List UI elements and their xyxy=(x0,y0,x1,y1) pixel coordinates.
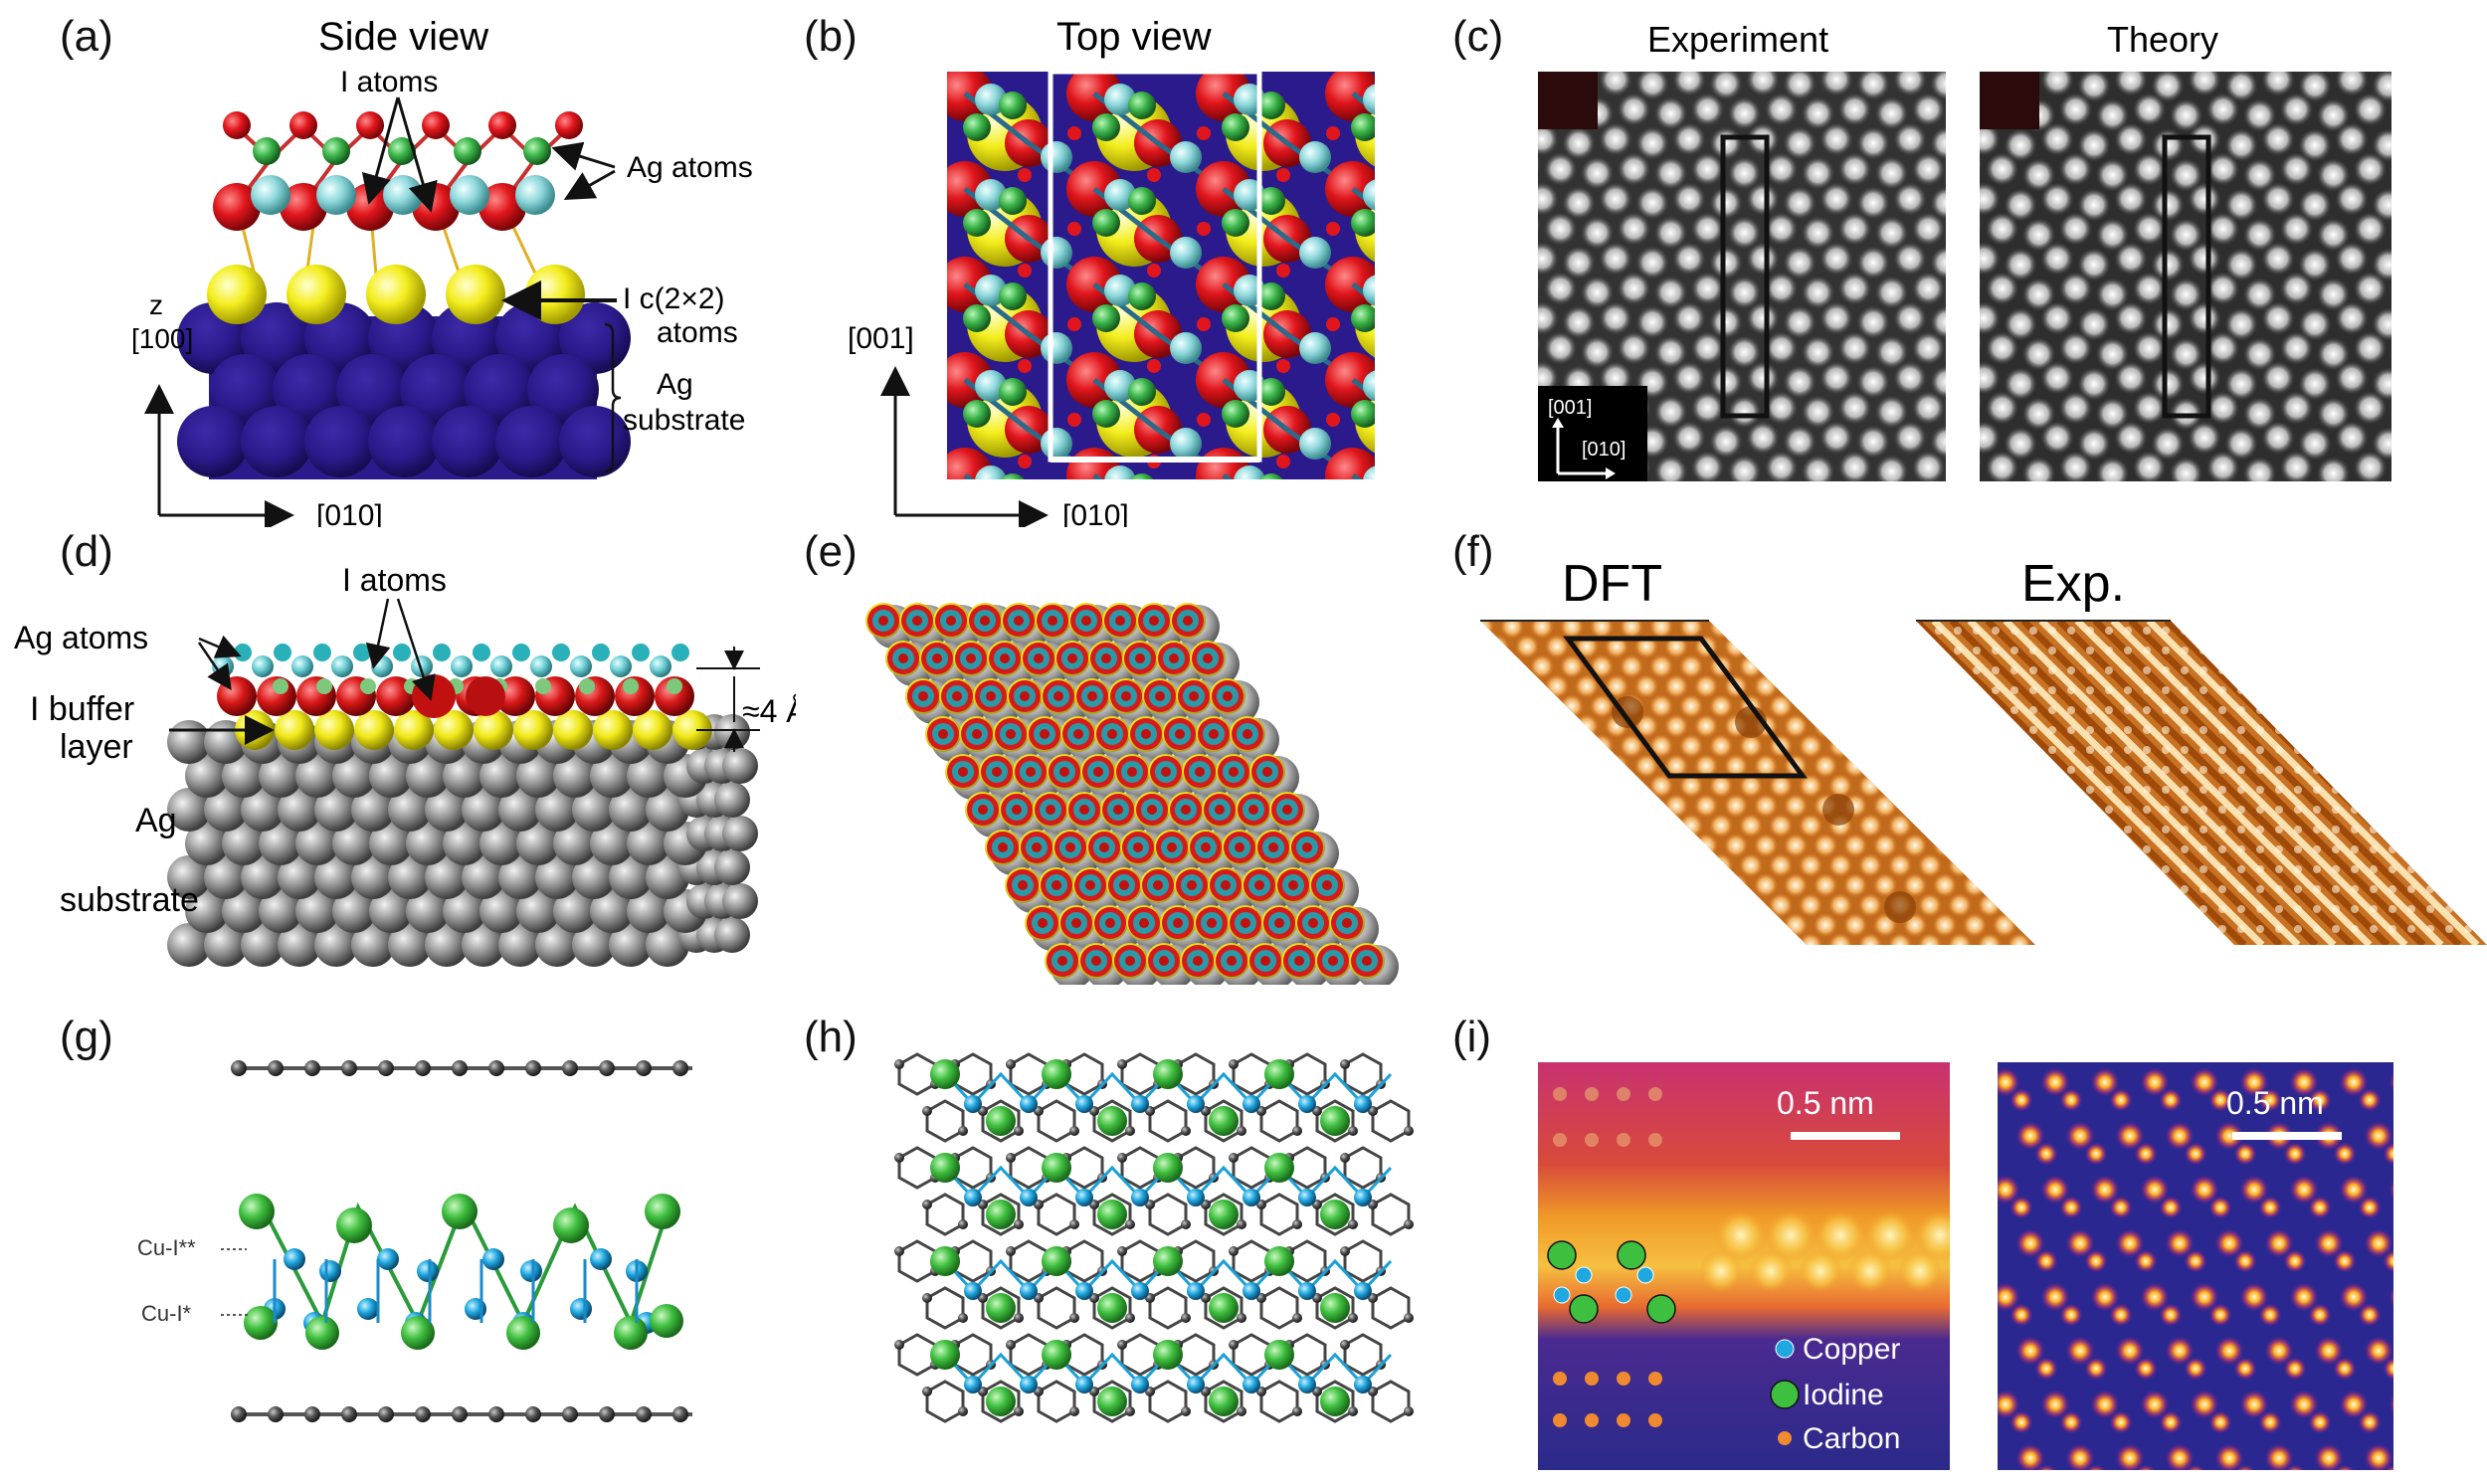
panel-a-label-ic-1: I c(2×2) xyxy=(623,282,725,315)
panel-a-label-100: [100] xyxy=(131,323,193,354)
panel-letter-b: (b) xyxy=(804,12,858,61)
panel-a-label-ag-atoms: Ag atoms xyxy=(627,151,753,184)
panel-f-title-exp: Exp. xyxy=(2021,555,2125,613)
panel-a-label-i-atoms: I atoms xyxy=(340,66,438,98)
panel-letter-a: (a) xyxy=(60,12,113,61)
panel-i-legend-iodine: Iodine xyxy=(1803,1379,1884,1411)
panel-g-label-cu1: Cu-I** xyxy=(137,1235,196,1260)
panel-i-scale1: 0.5 nm xyxy=(1777,1085,1874,1121)
panel-letter-d: (d) xyxy=(60,527,113,576)
panel-a-label-ag-1: Ag xyxy=(657,368,693,401)
panel-d-label-dist: ≈4 Å xyxy=(742,693,796,729)
panel-b-label-010: [010] xyxy=(1062,499,1129,527)
panel-letter-c: (c) xyxy=(1452,12,1504,61)
panel-a-title: Side view xyxy=(318,15,488,59)
panel-d-label-ag-atoms: Ag atoms xyxy=(14,620,148,655)
panel-b-title: Top view xyxy=(1056,15,1212,59)
panel-c-title-exp: Experiment xyxy=(1647,19,1828,60)
panel-d-label-buffer-1: I buffer xyxy=(30,690,134,728)
panel-i-scale2: 0.5 nm xyxy=(2226,1085,2324,1121)
panel-d-label-sub-2: substrate xyxy=(60,881,199,919)
panel-d-label-buffer-2: layer xyxy=(60,728,133,766)
panel-a-label-z: z xyxy=(149,289,163,320)
panel-i-legend-carbon: Carbon xyxy=(1803,1422,1900,1455)
panel-f-figure: DFT Exp. xyxy=(1480,555,2487,945)
panel-d-label-i-atoms: I atoms xyxy=(342,562,447,598)
panel-f-title-dft: DFT xyxy=(1562,555,1662,613)
panel-letter-i: (i) xyxy=(1452,1013,1492,1061)
panel-i-figure: 0.5 nm 0.5 nm Copper Iodine Carbon xyxy=(1538,1062,2393,1470)
panel-b-label-001: [001] xyxy=(848,322,914,355)
panel-c-inset-001: [001] xyxy=(1548,397,1592,419)
panel-letter-e: (e) xyxy=(804,527,858,576)
panel-c-title-theory: Theory xyxy=(2107,19,2218,60)
panel-c-inset-010: [010] xyxy=(1582,439,1626,461)
panel-c-figure: Experiment Theory [001] [010] xyxy=(1538,19,2391,481)
panel-letter-g: (g) xyxy=(60,1013,113,1061)
panel-a-figure: Side view I atoms Ag atoms I c(2×2) atom… xyxy=(131,15,753,527)
panel-a-label-010: [010] xyxy=(316,499,383,527)
panel-letter-f: (f) xyxy=(1452,527,1494,576)
panel-g-label-cu2: Cu-I* xyxy=(141,1301,192,1326)
panel-d-figure: I atoms Ag atoms I buffer layer Ag subst… xyxy=(14,562,796,967)
panel-a-label-ag-2: substrate xyxy=(623,404,745,437)
panel-e-figure xyxy=(865,603,1399,985)
panel-b-figure: Top view [001] [010] xyxy=(848,15,1375,527)
panel-d-label-sub-1: Ag xyxy=(135,802,177,839)
panel-letter-h: (h) xyxy=(804,1013,858,1061)
panel-h-figure xyxy=(894,1052,1414,1423)
panel-g-figure: Cu-I** Cu-I* xyxy=(137,1060,692,1422)
panel-i-legend-copper: Copper xyxy=(1803,1333,1900,1366)
panel-a-label-ic-2: atoms xyxy=(657,316,738,349)
